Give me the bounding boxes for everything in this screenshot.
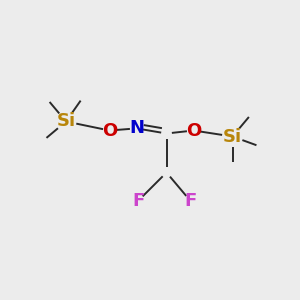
Text: Si: Si: [56, 112, 76, 130]
Text: Si: Si: [223, 128, 242, 146]
Text: N: N: [129, 119, 144, 137]
Text: F: F: [132, 192, 144, 210]
Text: F: F: [184, 192, 196, 210]
Text: O: O: [186, 122, 201, 140]
Text: O: O: [102, 122, 117, 140]
